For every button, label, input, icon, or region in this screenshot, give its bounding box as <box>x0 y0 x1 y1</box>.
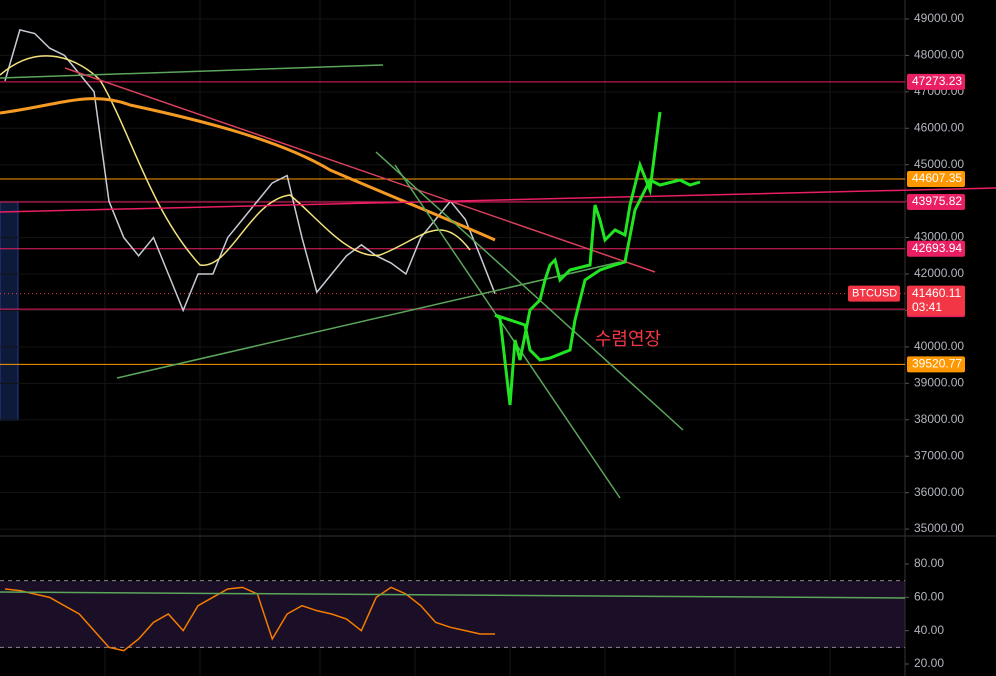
vertical-grid <box>104 0 831 676</box>
annotation: 수렴연장 <box>595 329 661 349</box>
y-tick-label: 45000.00 <box>914 157 964 171</box>
y-tick-label: 49000.00 <box>914 11 964 25</box>
y-tick-label: 37000.00 <box>914 448 964 462</box>
series-line <box>4 28 496 313</box>
price-tag <box>907 171 965 188</box>
y-tick-label: 39000.00 <box>914 375 964 389</box>
price-tag <box>907 356 965 373</box>
y-tick-label: 20.00 <box>914 656 944 670</box>
last-price-label: 41460.11 <box>912 286 961 300</box>
series-line <box>4 586 495 652</box>
y-tick-label: 60.00 <box>914 590 944 604</box>
symbol-tag <box>848 285 900 302</box>
y-tick-label: 40.00 <box>914 623 944 637</box>
last-price-tag <box>907 285 965 316</box>
price-tag <box>907 194 965 211</box>
y-tick-label: 38000.00 <box>914 412 964 426</box>
y-tick-label: 43000.00 <box>914 230 964 244</box>
y-tick-label: 80.00 <box>914 556 944 570</box>
range-box <box>0 201 19 421</box>
price-tag <box>907 240 965 257</box>
countdown-label: 03:41 <box>912 300 942 314</box>
y-tick-label: 42000.00 <box>914 266 964 280</box>
drawings <box>0 55 996 599</box>
rsi-band <box>0 581 905 648</box>
y-tick-label: 48000.00 <box>914 48 964 62</box>
price-tag-label: 43975.82 <box>912 194 962 208</box>
price-tag-label: 47273.23 <box>912 74 962 88</box>
symbol-label: BTCUSD <box>852 288 897 300</box>
y-tick-label: 46000.00 <box>914 120 964 134</box>
y-tick-label: 35000.00 <box>914 521 964 535</box>
price-tag-label: 44607.35 <box>912 171 962 185</box>
plot: 35000.00 36000.00 37000.00 38000.00 39000.00… <box>0 11 965 670</box>
price-tag-label: 42693.94 <box>912 241 962 255</box>
y-tick-label: 36000.00 <box>914 485 964 499</box>
price-tag <box>907 73 965 90</box>
price-tag-label: 39520.77 <box>912 357 962 371</box>
y-tick-label: 40000.00 <box>914 339 964 353</box>
